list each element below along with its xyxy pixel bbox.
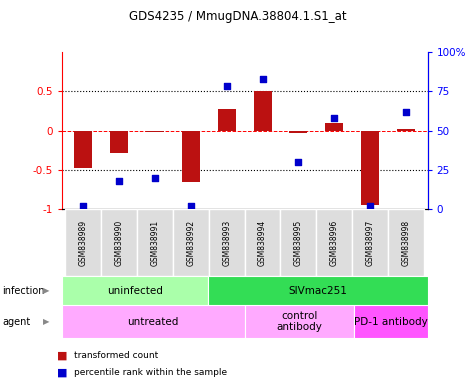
Text: GDS4235 / MmugDNA.38804.1.S1_at: GDS4235 / MmugDNA.38804.1.S1_at (129, 10, 346, 23)
Bar (74, 131, 92, 167)
Text: ▶: ▶ (43, 286, 49, 295)
Text: agent: agent (2, 316, 30, 327)
Bar (245, 305, 354, 338)
Bar (361, 131, 379, 205)
Bar (254, 91, 272, 131)
Text: ■: ■ (57, 367, 67, 377)
Text: transformed count: transformed count (74, 351, 158, 360)
Text: GSM838993: GSM838993 (222, 220, 231, 266)
Point (402, 109, 410, 115)
Text: GSM838997: GSM838997 (366, 220, 375, 266)
Bar (182, 131, 200, 182)
Bar (316, 209, 352, 276)
Point (331, 115, 338, 121)
Point (294, 159, 302, 165)
Bar (352, 209, 388, 276)
Bar (66, 209, 101, 276)
Text: untreated: untreated (127, 316, 179, 327)
Bar (397, 129, 415, 131)
Text: GSM838996: GSM838996 (330, 220, 339, 266)
Text: GSM838995: GSM838995 (294, 220, 303, 266)
Text: ■: ■ (57, 350, 67, 360)
Bar (388, 209, 424, 276)
Point (223, 83, 230, 89)
Bar (101, 209, 137, 276)
Point (115, 178, 123, 184)
Bar (173, 209, 209, 276)
Bar (110, 131, 128, 152)
Text: GSM838998: GSM838998 (401, 220, 410, 266)
Text: GSM838989: GSM838989 (79, 220, 88, 266)
Bar (146, 131, 164, 132)
Point (366, 203, 374, 209)
Text: GSM838994: GSM838994 (258, 220, 267, 266)
Bar (208, 276, 428, 305)
Bar (209, 209, 245, 276)
Text: GSM838990: GSM838990 (114, 220, 124, 266)
Bar (62, 305, 245, 338)
Text: GSM838992: GSM838992 (186, 220, 195, 266)
Point (187, 203, 195, 209)
Text: ▶: ▶ (43, 317, 49, 326)
Text: PD-1 antibody: PD-1 antibody (354, 316, 428, 327)
Bar (289, 131, 307, 133)
Bar (137, 209, 173, 276)
Bar (62, 276, 208, 305)
Bar (218, 109, 236, 131)
Text: GSM838991: GSM838991 (151, 220, 160, 266)
Bar (354, 305, 428, 338)
Point (79, 203, 87, 209)
Text: SIVmac251: SIVmac251 (288, 286, 347, 296)
Bar (325, 124, 343, 131)
Bar (245, 209, 280, 276)
Bar (280, 209, 316, 276)
Point (151, 175, 159, 181)
Point (259, 76, 266, 82)
Text: percentile rank within the sample: percentile rank within the sample (74, 368, 227, 377)
Text: uninfected: uninfected (107, 286, 163, 296)
Text: control
antibody: control antibody (276, 311, 323, 333)
Text: infection: infection (2, 286, 45, 296)
